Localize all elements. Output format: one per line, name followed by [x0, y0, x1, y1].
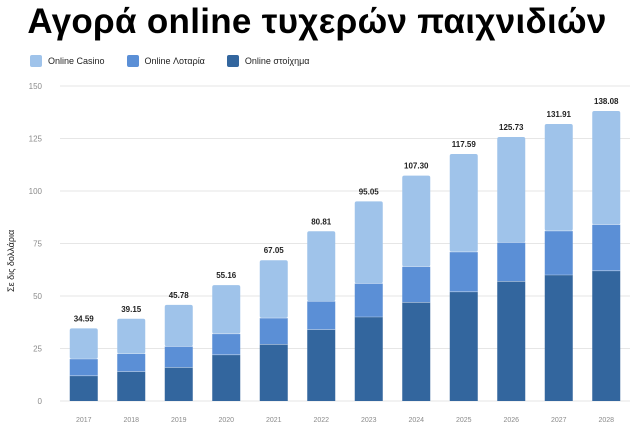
bar-segment	[354, 283, 383, 317]
bar-segment	[307, 301, 336, 330]
x-tick-label: 2026	[503, 417, 519, 424]
x-tick-label: 2024	[408, 417, 424, 424]
legend-item-betting[interactable]: Online στοίχημα	[226, 55, 310, 67]
bar-segment	[117, 371, 146, 401]
y-tick-label: 50	[33, 292, 42, 301]
bar-segment	[449, 291, 478, 401]
bar-segment	[497, 136, 526, 243]
total-label: 34.59	[74, 314, 95, 323]
bar-segment	[69, 375, 98, 401]
bar-segment	[402, 302, 431, 401]
bar-segment	[592, 224, 621, 271]
legend-swatch-lottery	[126, 55, 139, 67]
total-label: 39.15	[121, 305, 142, 314]
bar-segment	[402, 175, 431, 267]
bar-segment	[307, 231, 336, 302]
bar-segment	[592, 270, 621, 401]
x-tick-label: 2027	[551, 417, 567, 424]
legend-item-lottery[interactable]: Online Λοταρία	[126, 55, 205, 67]
y-tick-label: 0	[38, 397, 43, 406]
bar-segment	[449, 154, 478, 252]
bar-segment	[592, 111, 621, 225]
total-label: 67.05	[264, 246, 285, 255]
total-label: 117.59	[452, 140, 477, 149]
bar-segment	[449, 251, 478, 292]
bar-segment	[164, 346, 193, 368]
total-label: 80.81	[311, 217, 332, 226]
bar-segment	[69, 359, 98, 376]
total-label: 138.08	[594, 97, 619, 106]
total-label: 131.91	[547, 110, 572, 119]
x-tick-label: 2021	[266, 417, 282, 424]
bar-segment	[544, 275, 573, 401]
legend-label-casino: Online Casino	[48, 56, 105, 66]
bar-segment	[212, 333, 241, 355]
legend-label-lottery: Online Λοταρία	[144, 56, 205, 66]
bar-segment	[117, 318, 146, 354]
bar-segment	[212, 285, 241, 334]
x-tick-label: 2020	[218, 417, 234, 424]
legend: Online Casino Online Λοταρία Online στοί…	[30, 55, 332, 67]
legend-swatch-casino	[30, 55, 42, 67]
bar-segment	[354, 201, 383, 284]
x-tick-label: 2022	[313, 417, 329, 424]
bar-segment	[497, 242, 526, 282]
bar-segment	[212, 354, 241, 401]
bar-segment	[259, 318, 288, 345]
y-tick-label: 125	[29, 135, 43, 144]
x-tick-label: 2028	[598, 417, 614, 424]
y-tick-label: 150	[29, 82, 43, 91]
bar-segment	[117, 353, 146, 372]
y-tick-label: 100	[29, 187, 43, 196]
bar-segment	[497, 281, 526, 401]
bar-segment	[402, 266, 431, 303]
total-label: 95.05	[359, 187, 380, 196]
x-tick-label: 2019	[171, 417, 187, 424]
bar-segment	[164, 367, 193, 401]
bar-segment	[69, 328, 98, 359]
total-label: 107.30	[404, 162, 429, 171]
bar-segment	[544, 230, 573, 275]
bar-segment	[259, 344, 288, 401]
y-tick-label: 25	[33, 345, 42, 354]
x-tick-label: 2018	[123, 417, 139, 424]
bar-segment	[259, 260, 288, 319]
legend-item-casino[interactable]: Online Casino	[30, 55, 105, 67]
bar-segment	[307, 329, 336, 401]
total-label: 55.16	[216, 271, 237, 280]
bar-segment	[544, 123, 573, 231]
chart-title: Αγορά online τυχερών παιχνιδιών	[27, 2, 607, 41]
x-tick-label: 2017	[76, 417, 92, 424]
legend-swatch-betting	[226, 55, 239, 67]
total-label: 125.73	[499, 123, 524, 132]
bar-segment	[354, 317, 383, 401]
total-label: 45.78	[169, 291, 190, 300]
y-tick-label: 75	[33, 240, 42, 249]
x-tick-label: 2025	[456, 417, 472, 424]
legend-label-betting: Online στοίχημα	[244, 56, 310, 66]
x-tick-label: 2023	[361, 417, 377, 424]
bar-segment	[164, 304, 193, 347]
